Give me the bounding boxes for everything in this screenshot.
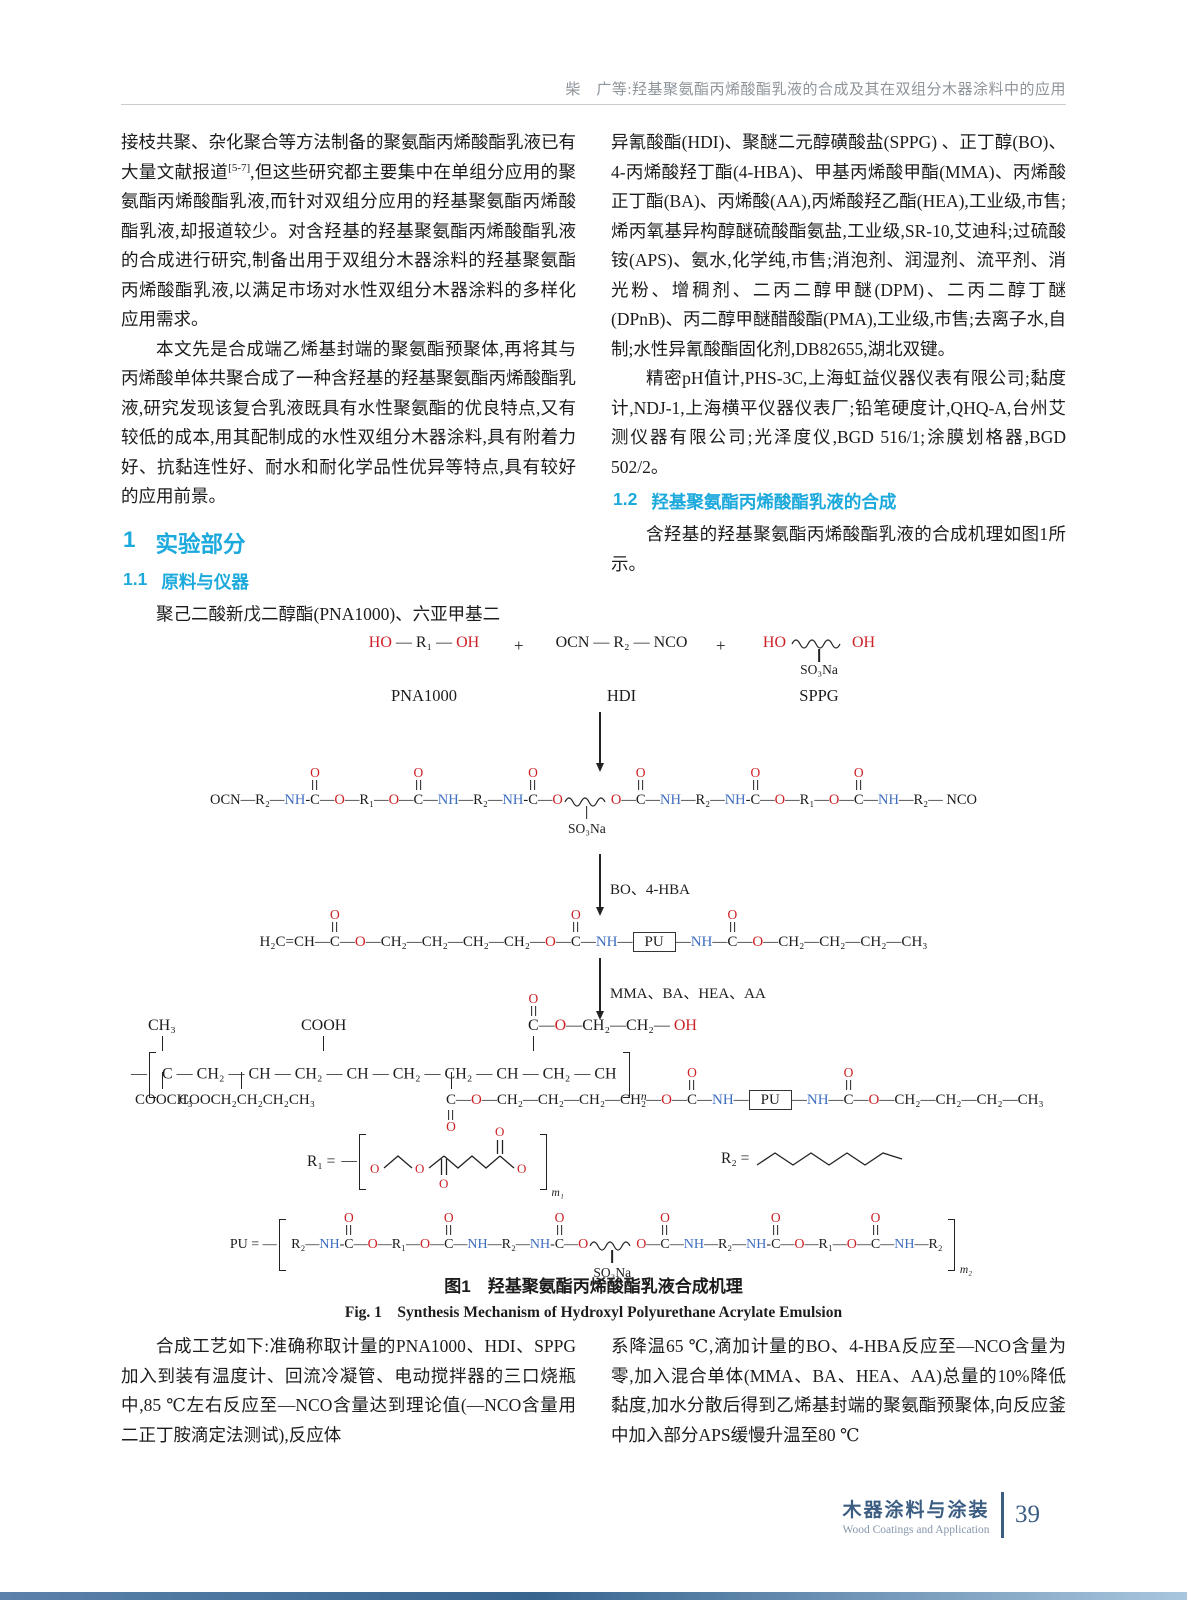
plus-sign: + (514, 636, 524, 655)
section-heading-1-1: 1.1 原料与仪器 (123, 569, 576, 594)
bond-line (241, 1072, 243, 1089)
journal-name-en: Wood Coatings and Application (842, 1523, 990, 1536)
arrow-down-icon (595, 712, 605, 772)
plus-sign: + (716, 636, 726, 655)
figure-caption-zh: 图1 羟基聚氨酯丙烯酸酯乳液合成机理 (444, 1277, 743, 1296)
sppg-label: SPPG (799, 686, 839, 705)
hdi-formula: OCN — R₂ — NCO (555, 634, 688, 651)
arrow-down-icon: MMA、BA、HEA、AA (595, 958, 766, 1020)
bottom-columns: 合成工艺如下:准确称取计量的PNA1000、HDI、SPPG加入到装有温度计、回… (121, 1332, 1066, 1450)
header-rule (121, 104, 1066, 105)
bottom-accent-strip (0, 1592, 1187, 1600)
section-heading-1: 1 实验部分 (123, 527, 576, 559)
paragraph-instruments: 精密pH值计,PHS-3C,上海虹益仪器仪表有限公司;黏度计,NDJ-1,上海横… (611, 368, 1066, 477)
section-heading-1-2: 1.2 羟基聚氨酯丙烯酸酯乳液的合成 (613, 489, 1066, 514)
arrow-reagents-label: BO、4-HBA (610, 881, 691, 898)
paragraph-text: 接枝共聚、杂化聚合等方法制备的聚氨酯丙烯酸酯乳液已有大量文献报道 (121, 132, 576, 182)
copolymer-structure: CH₃ COOH O C—O—CH₂—CH₂— OH — C — CH₂ — CH… (131, 990, 1066, 1150)
paragraph-mechanism-ref: 含羟基的羟基聚氨酯丙烯酸酯乳液的合成机理如图1所示。 (611, 524, 1066, 574)
citation-superscript: [5-7] (228, 161, 251, 174)
paragraph-overview: 本文先是合成端乙烯基封端的聚氨酯预聚体,再将其与丙烯酸单体共聚合成了一种含羟基的… (121, 338, 576, 507)
footer-divider (1000, 1492, 1004, 1538)
r2-definition: R₂ = (721, 1146, 907, 1172)
paragraph-intro: 接枝共聚、杂化聚合等方法制备的聚氨酯丙烯酸酯乳液已有大量文献报道[5-7],但这… (121, 128, 576, 335)
section-number: 1.2 (613, 489, 638, 509)
bond-line (162, 1072, 164, 1089)
sppg-formula: HO SO₃Na OH (762, 634, 876, 677)
hdi-label: HDI (606, 686, 637, 705)
figure-1-scheme: HO — R₁ — OH PNA1000 + OCN — R₂ — NCO HD… (121, 618, 1066, 1284)
hydroxyethyl-branch-formula: O C—O—CH₂—CH₂— OH (528, 990, 697, 1034)
svg-text:O: O (415, 1161, 424, 1176)
r2-label: R₂ = (721, 1150, 750, 1167)
arrow-head (596, 1011, 604, 1020)
bond-line (451, 1072, 453, 1089)
journal-name-zh: 木器涂料与涂装 (842, 1499, 990, 1521)
section-number: 1 (123, 526, 136, 552)
bond-line (533, 1036, 535, 1051)
methylester-substituent: COOCH₃ (135, 1092, 193, 1108)
arrow-shaft (599, 958, 601, 1011)
svg-text:O: O (439, 1176, 448, 1191)
right-column: 异氰酸酯(HDI)、聚醚二元醇磺酸盐(SPPG) 、正丁醇(BO)、4-丙烯酸羟… (611, 128, 1066, 629)
r2-structure (755, 1146, 907, 1172)
arrow-monomers-label: MMA、BA、HEA、AA (610, 985, 766, 1002)
paragraph-materials-cont: 异氰酸酯(HDI)、聚醚二元醇磺酸盐(SPPG) 、正丁醇(BO)、4-丙烯酸羟… (611, 132, 1066, 359)
butylester-substituent: COOCH₂CH₂CH₂CH₃ (179, 1092, 315, 1108)
svg-text:O: O (517, 1161, 526, 1176)
prepolymer-chain-formula: OCN—R₂—NH- O C—O—R₁—O— O C—NH—R₂—NH- O C—O SO₃N… (210, 764, 977, 836)
paragraph-materials-start: 聚己二酸新戊二醇酯(PNA1000)、六亚甲基二 (156, 603, 501, 624)
arrow-shaft (599, 854, 601, 907)
pu-definition-formula: — R₂—NH- O C—O—R₁—O— O C—NH—R₂—NH- O C—O SO₃Na O… (262, 1210, 973, 1281)
figure-caption-en: Fig. 1 Synthesis Mechanism of Hydroxyl P… (344, 1304, 843, 1321)
pu-graft-chain-formula: C O —O—CH₂—CH₂—CH₂—CH₂—O— O C—NH— PU —NH— O C—O—… (446, 1064, 1044, 1135)
page-content: 接枝共聚、杂化聚合等方法制备的聚氨酯丙烯酸酯乳液已有大量文献报道[5-7],但这… (121, 0, 1066, 1600)
top-columns: 接枝共聚、杂化聚合等方法制备的聚氨酯丙烯酸酯乳液已有大量文献报道[5-7],但这… (121, 128, 1066, 629)
section-title: 实验部分 (155, 531, 246, 557)
arrow-head (596, 763, 604, 772)
r1-label: R₁ = (307, 1153, 336, 1170)
paragraph-synthesis-left: 合成工艺如下:准确称取计量的PNA1000、HDI、SPPG加入到装有温度计、回… (121, 1336, 576, 1445)
left-column: 接枝共聚、杂化聚合等方法制备的聚氨酯丙烯酸酯乳液已有大量文献报道[5-7],但这… (121, 128, 576, 629)
backbone-formula: — C — CH₂ — CH — CH₂ — CH — CH₂ — CH₂ — … (131, 1052, 647, 1103)
paragraph-synthesis-right: 系降温65 ℃,滴加计量的BO、4-HBA反应至—NCO含量为零,加入混合单体(… (611, 1336, 1066, 1445)
section-number: 1.1 (123, 568, 148, 589)
section-title: 羟基聚氨酯丙烯酸酯乳液的合成 (651, 492, 897, 512)
vinyl-capped-chain-formula: H₂C=CH— O C—O—CH₂—CH₂—CH₂—CH₂—O— O C—NH— PU —N… (259, 906, 928, 952)
arrow-shaft (599, 712, 601, 763)
paragraph-text: ,但这些研究都主要集中在单组分应用的聚氨酯丙烯酸酯乳液,而针对双组分应用的羟基聚… (121, 161, 576, 330)
bond-line (323, 1036, 325, 1051)
pna1000-formula: HO — R₁ — OH (368, 634, 480, 651)
svg-text:O: O (370, 1161, 379, 1176)
pna1000-label: PNA1000 (390, 686, 457, 705)
reactant-hdi: OCN — R₂ — NCO HDI (539, 634, 704, 706)
svg-text:O: O (495, 1124, 504, 1139)
page-number: 39 (1015, 1501, 1040, 1528)
pu-prefix: PU = (229, 1237, 263, 1253)
pu-definition-row: PU = — R₂—NH- O C—O—R₁—O— O C—NH—R₂—NH- O C—O S… (121, 1210, 1066, 1281)
carboxyl-substituent: COOH (301, 1017, 347, 1034)
running-header: 柴 广等:羟基聚氨酯丙烯酸酯乳液的合成及其在双组分木器涂料中的应用 (565, 82, 1066, 98)
bond-line (162, 1036, 164, 1051)
reactant-sppg: HO SO₃Na OH SPPG (739, 634, 899, 706)
journal-name-block: 木器涂料与涂装 Wood Coatings and Application (842, 1495, 989, 1536)
arrow-down-icon: BO、4-HBA (595, 854, 690, 916)
methyl-substituent: CH₃ (148, 1017, 176, 1034)
arrow-head (596, 907, 604, 916)
journal-footer: 木器涂料与涂装 Wood Coatings and Application 39 (842, 1492, 1040, 1538)
section-title: 原料与仪器 (161, 571, 249, 592)
reactant-pna1000: HO — R₁ — OH PNA1000 (349, 634, 499, 706)
